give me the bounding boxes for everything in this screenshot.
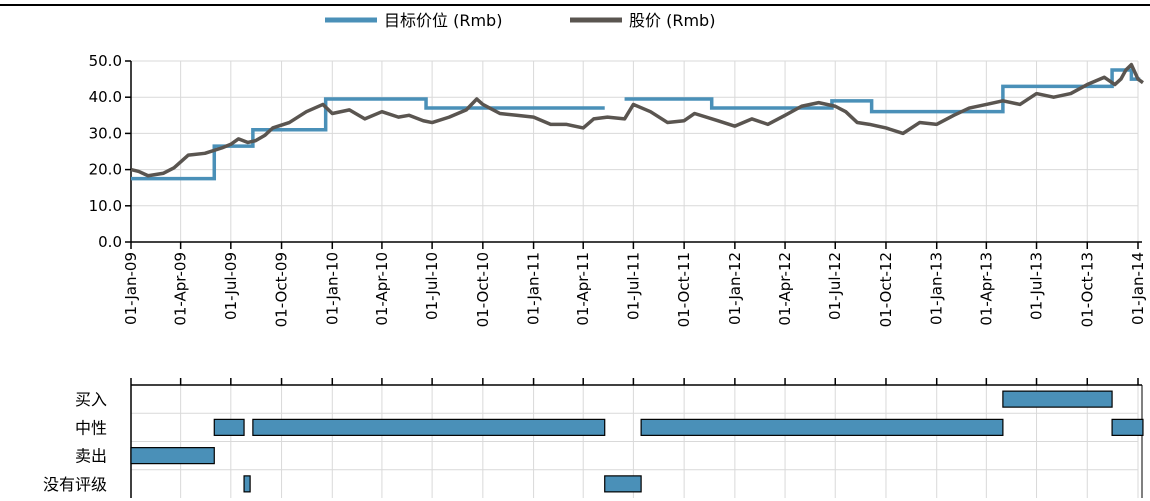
y-tick-label: 0.0 xyxy=(98,233,122,251)
stock-price-line xyxy=(130,62,1144,178)
rating-bar xyxy=(130,447,215,465)
x-tick-label: 01-Jan-13 xyxy=(928,252,946,325)
x-tick-label: 01-Apr-11 xyxy=(574,252,592,326)
x-tick-label: 01-Oct-12 xyxy=(877,252,895,327)
x-tick-label: 01-Jul-10 xyxy=(423,252,441,320)
rating-bar xyxy=(213,418,245,436)
x-tick-label: 01-Apr-12 xyxy=(776,252,794,326)
x-tick-label: 01-Jul-11 xyxy=(624,252,642,320)
legend-label-price: 股价 (Rmb) xyxy=(629,11,715,30)
x-tick-label: 01-Oct-10 xyxy=(474,252,492,327)
x-tick-label: 01-Oct-11 xyxy=(675,252,693,327)
x-tick-label: 01-Jan-09 xyxy=(122,252,140,325)
rating-bar xyxy=(604,475,642,493)
rating-category-label: 没有评级 xyxy=(43,475,107,494)
x-tick-label: 01-Oct-09 xyxy=(273,252,291,327)
y-tick-label: 20.0 xyxy=(89,161,122,179)
x-tick-label: 01-Jan-11 xyxy=(525,252,543,325)
x-tick-label: 01-Apr-13 xyxy=(977,252,995,326)
target-price-line xyxy=(131,97,605,181)
x-tick-label: 01-Jul-09 xyxy=(222,252,240,320)
y-tick-label: 50.0 xyxy=(89,52,122,70)
x-tick-label: 01-Jan-10 xyxy=(323,252,341,325)
legend-label-target: 目标价位 (Rmb) xyxy=(384,11,502,30)
x-tick-label: 01-Apr-09 xyxy=(172,252,190,326)
rating-bar xyxy=(252,418,606,436)
target-price-line xyxy=(624,68,1141,114)
y-tick-label: 30.0 xyxy=(89,124,122,142)
rating-category-label: 买入 xyxy=(75,390,107,409)
x-tick-label: 01-Jul-12 xyxy=(826,252,844,320)
x-tick-label: 01-Jan-12 xyxy=(726,252,744,325)
x-tick-label: 01-Jul-13 xyxy=(1028,252,1046,320)
rating-category-label: 中性 xyxy=(75,418,107,437)
top-rule xyxy=(0,4,1150,6)
y-tick-label: 10.0 xyxy=(89,197,122,215)
rating-bar xyxy=(640,418,1004,436)
rating-category-label: 卖出 xyxy=(75,447,107,466)
x-tick-label: 01-Apr-10 xyxy=(373,252,391,326)
y-tick-label: 40.0 xyxy=(89,88,122,106)
rating-bar xyxy=(1002,390,1113,408)
x-tick-label: 01-Jan-14 xyxy=(1129,252,1147,325)
rating-bar xyxy=(1111,418,1144,436)
rating-bar xyxy=(243,475,251,493)
x-tick-label: 01-Oct-13 xyxy=(1078,252,1096,327)
